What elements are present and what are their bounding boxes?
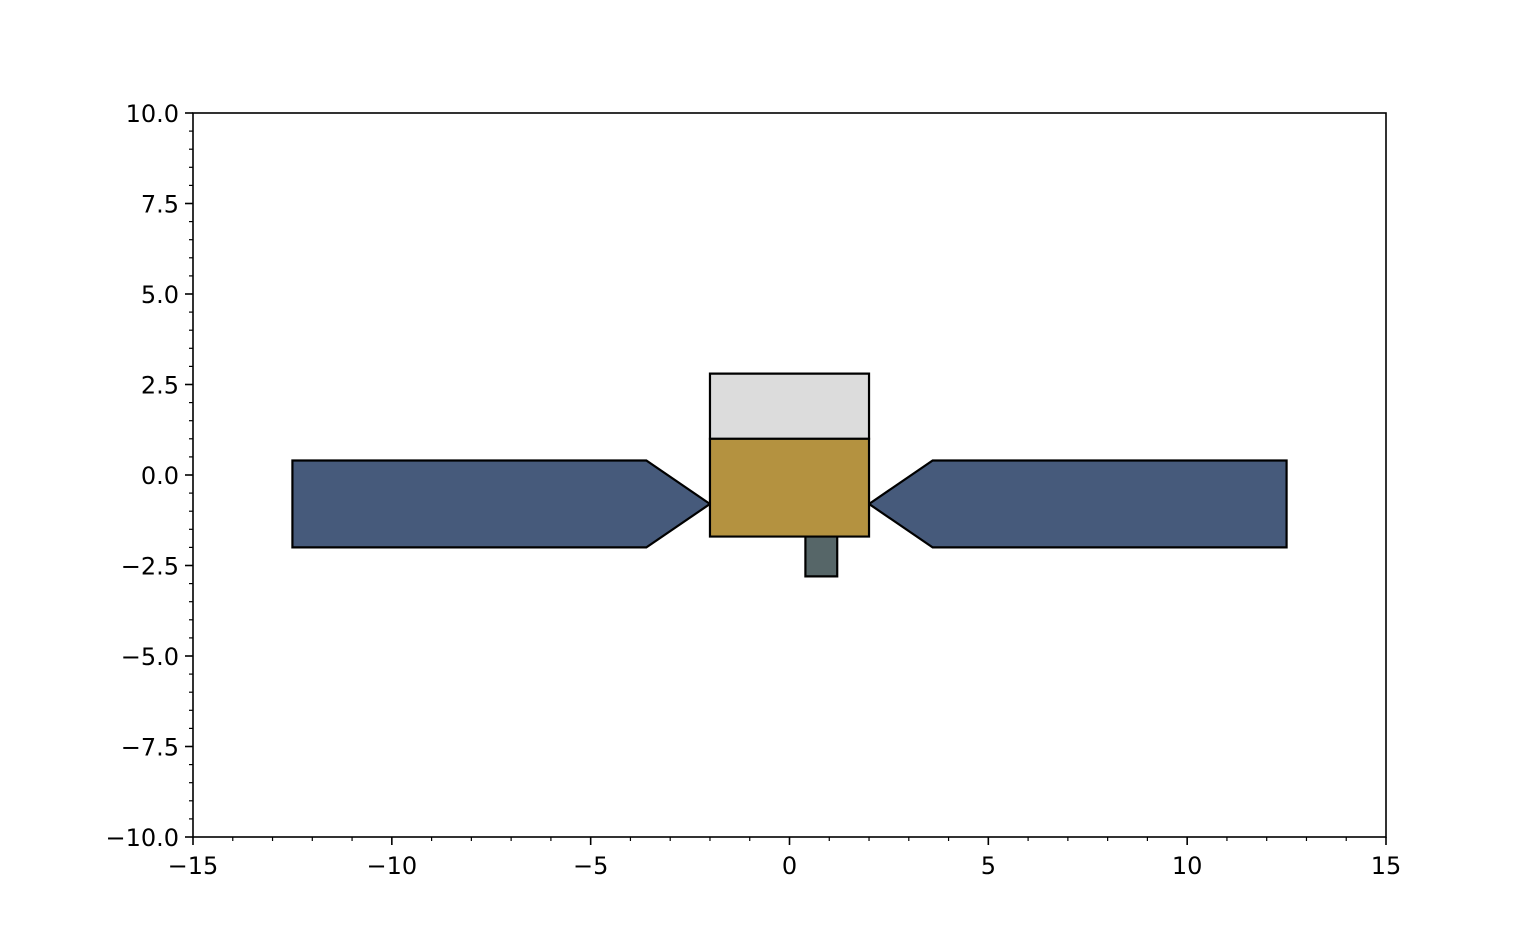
y-tick-label: −7.5 — [121, 734, 179, 762]
bottom-nozzle — [804, 535, 839, 578]
x-tick-label: 15 — [1371, 852, 1402, 880]
x-tick-label: −10 — [367, 852, 418, 880]
y-tick-label: 2.5 — [141, 372, 179, 400]
y-tick-label: −2.5 — [121, 553, 179, 581]
y-axis-ticks: −10.0 −7.5 −5.0 −2.5 0.0 2.5 5.0 7.5 10.0 — [105, 100, 193, 852]
y-tick-label: 7.5 — [141, 191, 179, 219]
y-tick-label: −10.0 — [105, 824, 179, 852]
x-tick-label: 5 — [981, 852, 996, 880]
x-axis-ticks: −15 −10 −5 0 5 10 15 — [168, 837, 1402, 880]
left-solar-panel — [291, 459, 712, 549]
y-tick-label: 0.0 — [141, 462, 179, 490]
y-tick-label: 5.0 — [141, 281, 179, 309]
x-tick-label: 10 — [1172, 852, 1203, 880]
y-tick-label: 10.0 — [126, 100, 179, 128]
y-tick-label: −5.0 — [121, 643, 179, 671]
right-solar-panel — [867, 459, 1288, 549]
x-tick-label: −15 — [168, 852, 219, 880]
body-top-section — [708, 372, 871, 440]
shapes-layer — [291, 372, 1288, 578]
body-main-section — [708, 437, 871, 538]
x-tick-label: −5 — [573, 852, 608, 880]
x-tick-label: 0 — [782, 852, 797, 880]
